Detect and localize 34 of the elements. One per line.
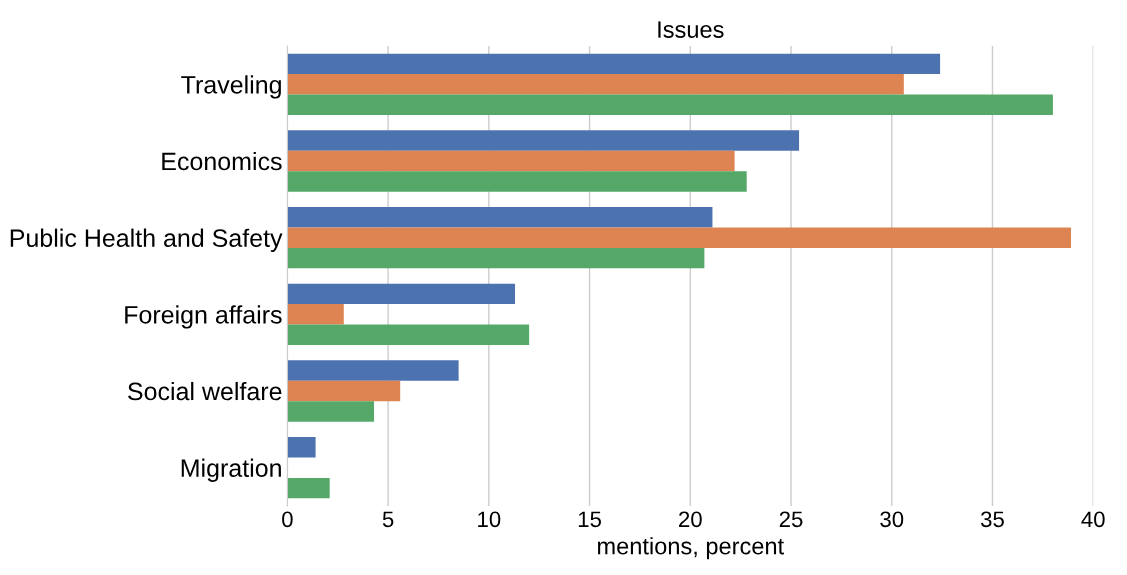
- bar: [287, 130, 800, 151]
- bar: [287, 207, 713, 228]
- bar: [287, 150, 735, 172]
- bar: [287, 227, 1072, 248]
- x-tick-label: 5: [382, 511, 394, 528]
- x-tick-label: 0: [282, 511, 293, 528]
- bar: [287, 304, 344, 325]
- bar: [287, 171, 747, 192]
- bar: [287, 380, 401, 402]
- x-tick-label: 10: [478, 511, 501, 528]
- y-tick-label: Traveling: [181, 75, 281, 99]
- bar: [287, 324, 530, 345]
- y-tick-label: Social welfare: [128, 381, 282, 401]
- bar: [287, 283, 516, 305]
- x-axis-title: mentions, percent: [598, 537, 784, 560]
- x-tick-label: 30: [880, 511, 904, 528]
- x-tick-label: 20: [679, 511, 702, 528]
- bar: [287, 477, 330, 499]
- bar: [287, 94, 1053, 115]
- chart-title: Issues: [658, 21, 724, 38]
- bar: [287, 401, 375, 422]
- y-tick-label: Migration: [181, 458, 281, 482]
- bar: [287, 247, 705, 269]
- y-tick-label: Economics: [162, 151, 282, 171]
- x-tick-label: 15: [578, 511, 601, 528]
- x-tick-label: 40: [1081, 511, 1105, 528]
- y-tick-label: Public Health and Safety: [10, 228, 283, 252]
- bar: [287, 74, 904, 95]
- x-tick-label: 25: [779, 511, 803, 528]
- bar: [287, 53, 941, 75]
- x-tick-label: 35: [980, 511, 1004, 528]
- bar: [287, 437, 316, 458]
- bar: [287, 360, 459, 381]
- y-tick-label: Foreign affairs: [125, 305, 282, 329]
